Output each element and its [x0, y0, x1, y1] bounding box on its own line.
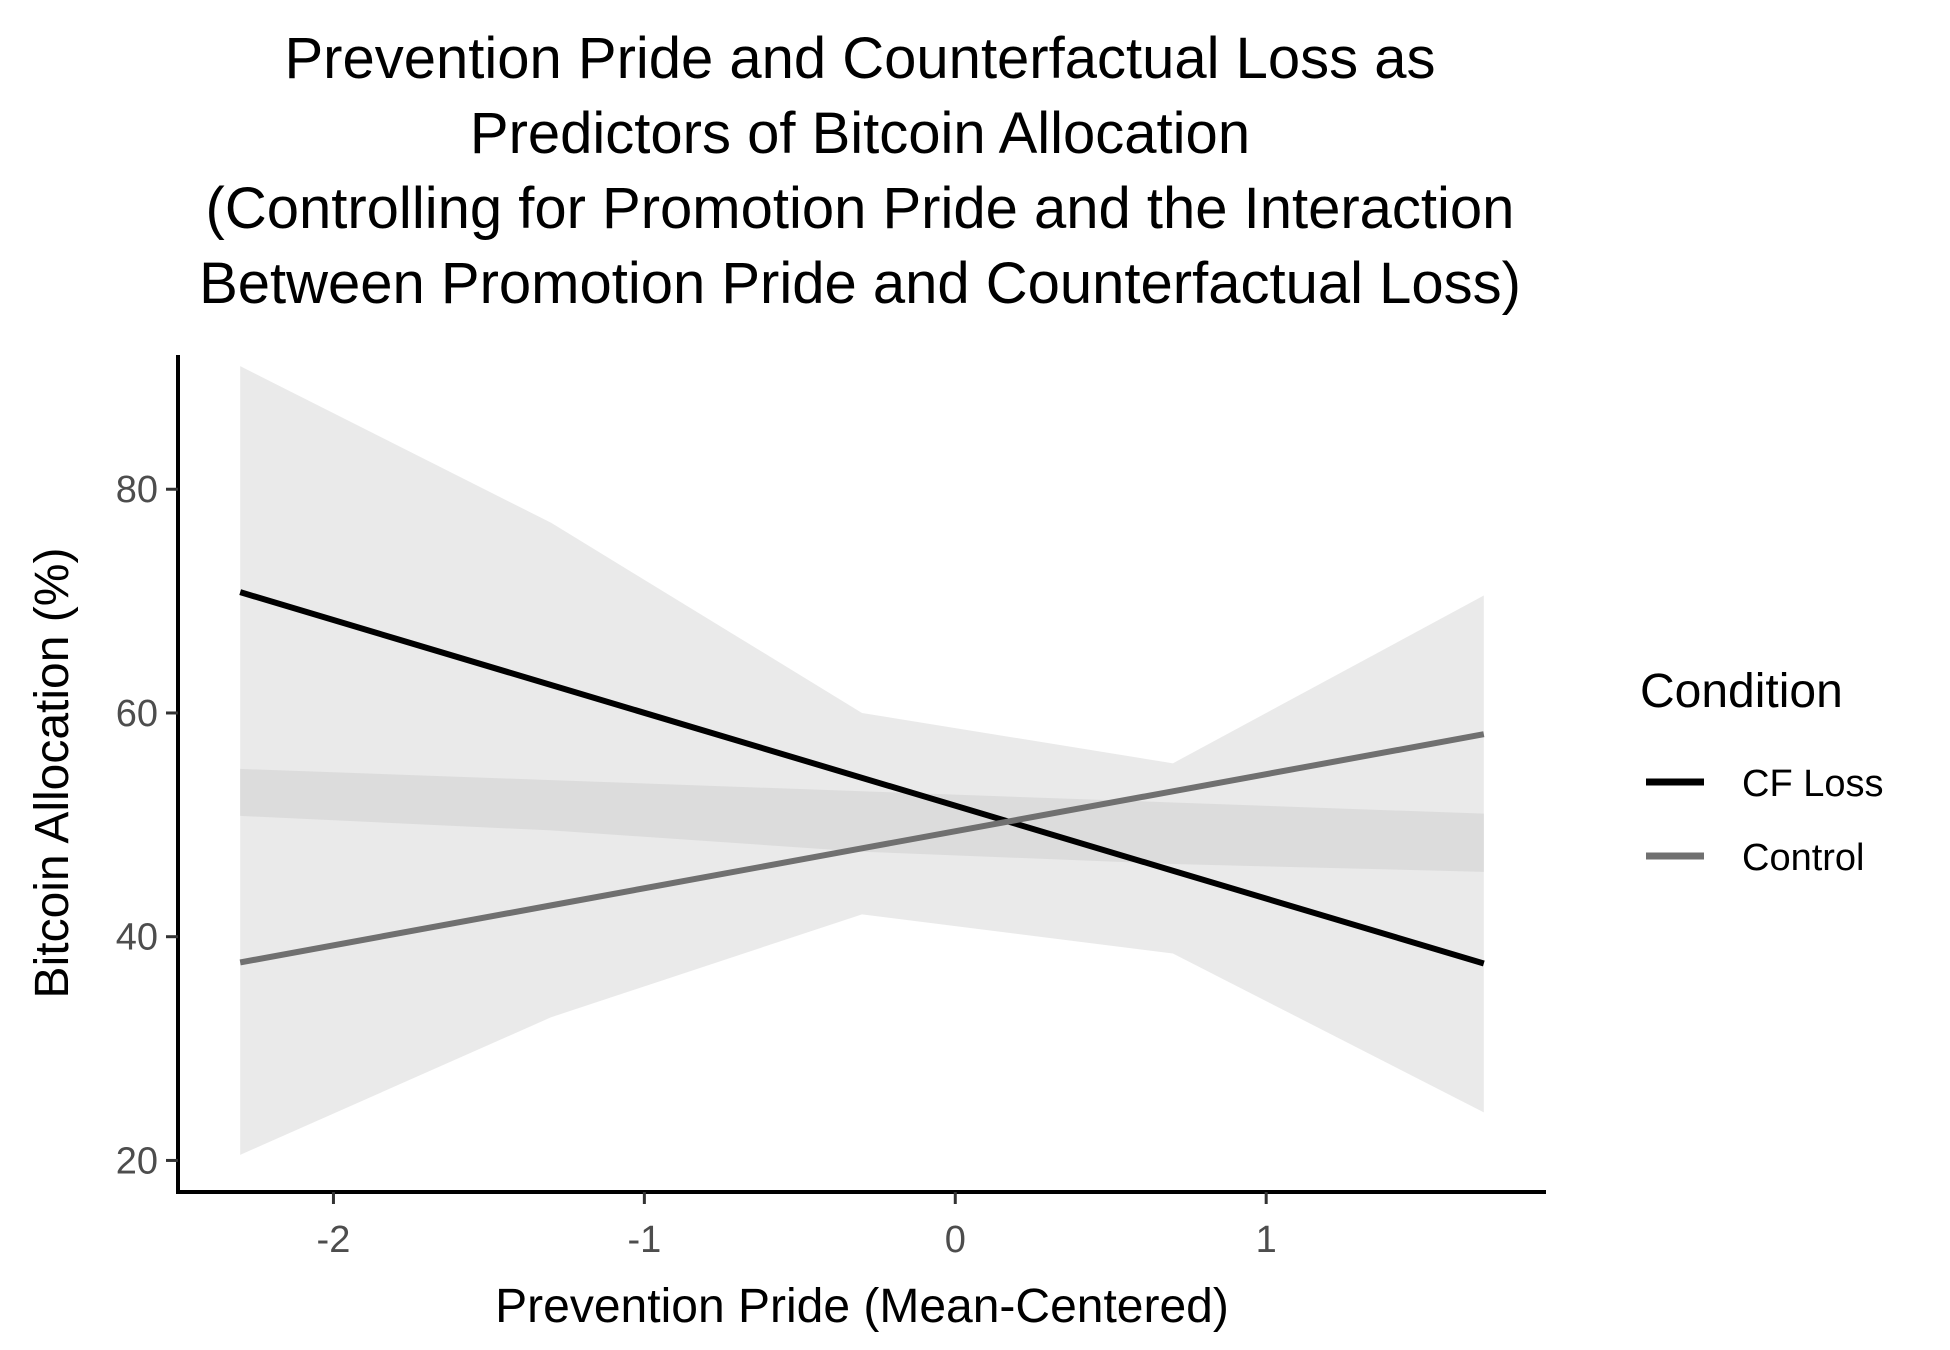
legend-label-control: Control: [1742, 837, 1865, 879]
y-tick-label: 60: [116, 693, 158, 735]
axes: 20 40 60 80 -2 -1 0 1: [116, 355, 1546, 1261]
series-lines: [239, 589, 1485, 967]
title-line-3: (Controlling for Promotion Pride and the…: [206, 176, 1515, 241]
legend-label-cf-loss: CF Loss: [1742, 763, 1883, 805]
y-axis-title: Bitcoin Allocation (%): [26, 548, 79, 999]
title-line-1: Prevention Pride and Counterfactual Loss…: [284, 26, 1435, 91]
y-tick-label: 80: [116, 469, 158, 511]
series-line-control: [239, 731, 1485, 966]
y-tick-label: 20: [116, 1140, 158, 1182]
confidence-band-control: [240, 768, 1484, 872]
x-tick-label: -2: [317, 1219, 351, 1261]
confidence-bands: [240, 366, 1484, 1155]
x-axis-title: Prevention Pride (Mean-Centered): [495, 1280, 1229, 1333]
x-tick-label: 1: [1256, 1219, 1277, 1261]
confidence-band-cf-loss: [240, 366, 1484, 1155]
chart-title: Prevention Pride and Counterfactual Loss…: [199, 26, 1521, 316]
y-tick-label: 40: [116, 917, 158, 959]
x-tick-label: -1: [627, 1219, 661, 1261]
y-axis-ticks: 20 40 60 80: [116, 469, 178, 1182]
title-line-4: Between Promotion Pride and Counterfactu…: [199, 251, 1521, 316]
x-tick-label: 0: [945, 1219, 966, 1261]
x-axis-ticks: -2 -1 0 1: [317, 1192, 1277, 1261]
legend-title: Condition: [1640, 665, 1843, 718]
series-line-cf-loss: [239, 589, 1485, 967]
title-line-2: Predictors of Bitcoin Allocation: [470, 101, 1250, 166]
legend: Condition CF Loss Control: [1640, 665, 1883, 879]
